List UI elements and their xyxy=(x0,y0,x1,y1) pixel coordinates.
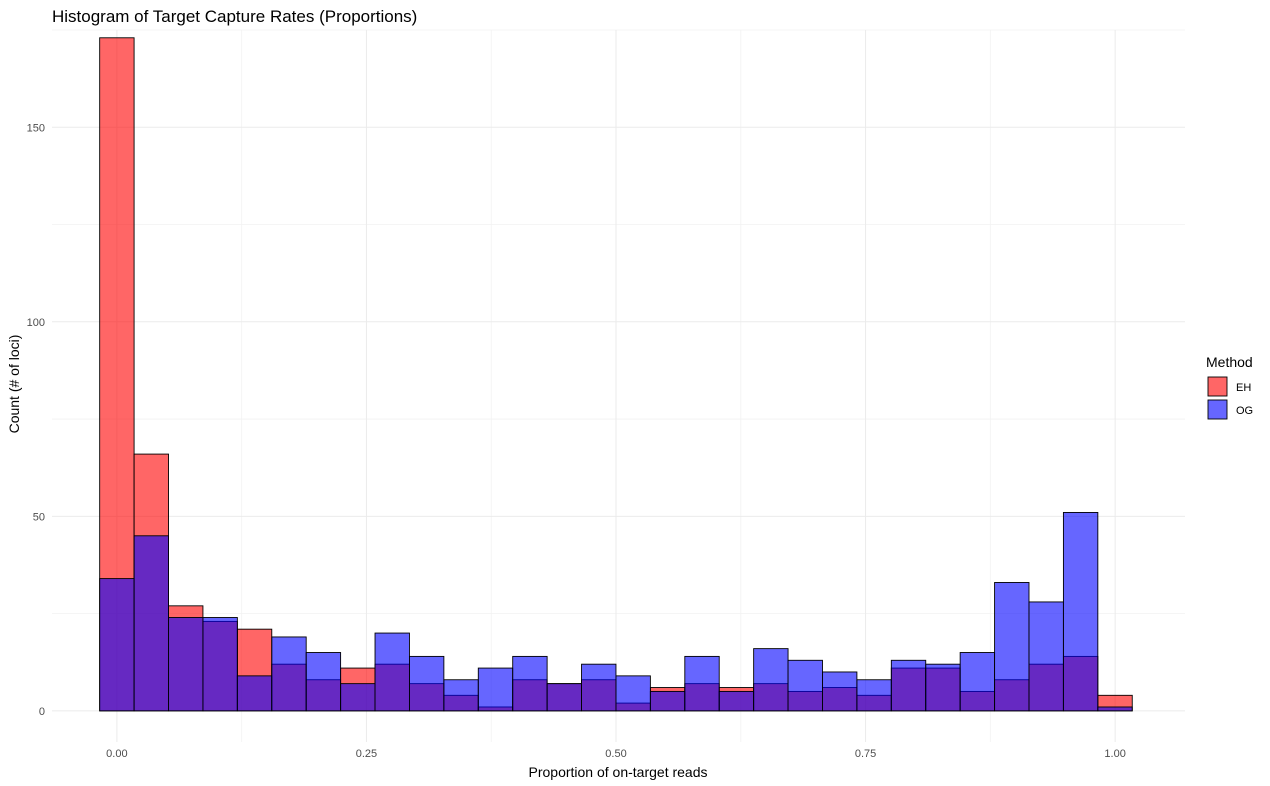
bar-og xyxy=(684,655,720,712)
y-tick-label: 150 xyxy=(27,122,45,134)
bar-og xyxy=(581,663,617,712)
bar-og xyxy=(202,617,238,712)
legend-key-og: OG xyxy=(1207,399,1253,420)
bars-layer xyxy=(99,37,1133,712)
bar-og xyxy=(271,636,307,712)
bar-og xyxy=(133,535,169,712)
bar-og xyxy=(374,632,410,712)
bar-og xyxy=(1097,706,1133,712)
legend-title: Method xyxy=(1206,354,1253,370)
bar-og xyxy=(615,675,651,712)
legend-label: EH xyxy=(1236,382,1251,394)
y-axis-title: Count (# of loci) xyxy=(6,335,22,434)
bar-og xyxy=(340,683,376,712)
legend: Method EH OG xyxy=(1206,354,1253,420)
bar-og xyxy=(305,652,342,712)
x-tick-label: 0.00 xyxy=(106,748,127,760)
bar-og xyxy=(925,663,961,712)
legend-swatch xyxy=(1207,399,1228,420)
legend-label: OG xyxy=(1236,405,1253,417)
bar-og xyxy=(959,652,996,712)
bar-og xyxy=(856,679,892,712)
legend-key-eh: EH xyxy=(1207,376,1251,397)
bar-og xyxy=(512,655,548,712)
bar-og xyxy=(787,659,823,712)
y-tick-label: 50 xyxy=(33,511,45,523)
bar-og xyxy=(649,690,686,712)
bar-og xyxy=(994,582,1030,712)
x-axis-title: Proportion of on-target reads xyxy=(529,764,708,780)
x-tick-label: 0.25 xyxy=(356,748,377,760)
x-tick-label: 0.75 xyxy=(855,748,876,760)
tick-labels: 0.00 0.25 0.50 0.75 1.00 0 50 100 150 xyxy=(27,122,1126,760)
bar-og xyxy=(890,659,927,712)
x-tick-label: 1.00 xyxy=(1104,748,1125,760)
bar-og xyxy=(1062,511,1099,712)
series-og xyxy=(99,511,1133,712)
x-tick-label: 0.50 xyxy=(605,748,626,760)
legend-swatch xyxy=(1207,376,1228,397)
bar-og xyxy=(546,683,582,712)
y-tick-label: 100 xyxy=(27,317,45,329)
bar-og xyxy=(99,578,135,712)
bar-og xyxy=(408,655,445,712)
bar-og xyxy=(718,690,755,712)
bar-og xyxy=(753,648,789,712)
bar-og xyxy=(168,617,204,712)
y-tick-label: 0 xyxy=(39,706,45,718)
bar-og xyxy=(236,675,273,712)
chart-title: Histogram of Target Capture Rates (Propo… xyxy=(52,7,417,26)
bar-og xyxy=(477,667,514,712)
bar-og xyxy=(443,679,479,712)
bar-og xyxy=(1028,601,1064,712)
bar-og xyxy=(822,671,858,712)
